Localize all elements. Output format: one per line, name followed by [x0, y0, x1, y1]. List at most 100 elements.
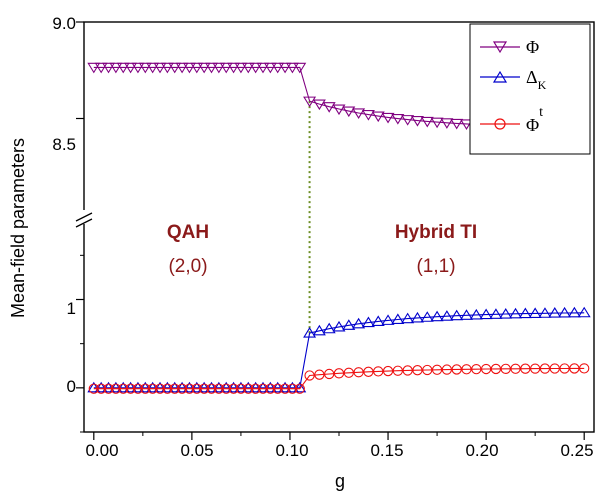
- data-point-phi: [249, 62, 263, 74]
- data-point-phi: [332, 104, 346, 116]
- data-point-phi: [102, 62, 115, 74]
- legend-label-delta-base: Δ: [526, 67, 538, 87]
- data-point-phi-t: [265, 383, 276, 394]
- data-point-phi-t: [353, 367, 364, 378]
- data-point-phi-t: [235, 383, 247, 394]
- data-point-phi-t: [373, 366, 384, 377]
- data-point-phi-t: [184, 383, 195, 394]
- data-point-phi-t: [125, 383, 136, 394]
- data-point-phi-t: [147, 383, 158, 394]
- data-point-phi-t: [176, 383, 188, 394]
- data-point-phi: [160, 62, 174, 74]
- data-point-delta-k: [499, 307, 513, 319]
- data-point-phi-t: [539, 363, 551, 374]
- data-point-delta-k: [322, 322, 336, 334]
- legend-label-delta-k: ΔK: [526, 67, 547, 92]
- data-point-phi-t: [221, 383, 232, 394]
- data-point-phi: [131, 62, 145, 74]
- legend-marker-phi: [492, 41, 508, 54]
- data-point-phi: [227, 62, 241, 74]
- data-point-phi-t: [250, 383, 261, 394]
- data-point-phi-t: [520, 363, 531, 374]
- legend-label-phi-t-base: Φ: [526, 115, 539, 135]
- data-point-phi: [430, 117, 444, 129]
- data-point-phi: [124, 62, 138, 74]
- data-point-phi-t: [441, 364, 453, 375]
- data-point-phi-t: [549, 363, 560, 374]
- axis-break: [75, 210, 93, 228]
- data-point-phi: [219, 62, 233, 74]
- y-tick-label: 0: [67, 377, 76, 396]
- data-point-phi: [116, 62, 130, 74]
- x-tick-label: 0.15: [370, 441, 403, 460]
- y-tick-label: 9.0: [52, 14, 76, 33]
- data-point-delta-k: [450, 309, 464, 321]
- data-point-phi-t: [191, 383, 202, 394]
- data-point-phi-t: [490, 363, 502, 375]
- axis-ticks: [76, 21, 585, 440]
- data-point-phi-t: [272, 383, 283, 394]
- series-line-delta-k: [93, 312, 585, 389]
- data-point-phi: [293, 62, 307, 74]
- data-point-phi: [381, 112, 395, 124]
- data-point-delta-k: [312, 324, 326, 336]
- x-tick-label: 0.05: [180, 441, 213, 460]
- data-point-phi-t: [422, 364, 433, 376]
- data-point-phi: [278, 62, 292, 74]
- data-point-phi: [153, 62, 167, 74]
- data-point-delta-k: [303, 327, 317, 338]
- data-point-delta-k: [538, 307, 552, 318]
- legend-label-delta-sub: K: [538, 78, 547, 92]
- data-point-phi-t: [103, 383, 114, 394]
- data-point-phi: [190, 62, 204, 74]
- region-label-qah: QAH: [167, 222, 209, 243]
- data-point-phi-t: [530, 363, 541, 374]
- data-point-phi-t: [213, 383, 225, 394]
- data-point-phi-t: [510, 363, 521, 374]
- series-line-phi-t: [93, 367, 585, 390]
- data-point-phi-t: [132, 383, 144, 394]
- data-point-delta-k: [342, 319, 356, 330]
- data-point-phi: [234, 62, 248, 74]
- legend-marker-phi-t: [494, 118, 506, 130]
- data-point-phi: [241, 62, 255, 74]
- data-point-phi: [138, 62, 152, 74]
- data-point-delta-k: [391, 313, 405, 325]
- data-point-phi-t: [162, 383, 173, 394]
- data-point-phi: [371, 111, 385, 123]
- data-point-phi: [212, 62, 226, 74]
- data-point-phi-t: [392, 365, 403, 376]
- data-point-phi-t: [294, 383, 305, 394]
- data-point-phi-t: [500, 363, 511, 374]
- data-point-delta-k: [567, 306, 581, 318]
- data-point-phi: [271, 62, 285, 74]
- data-point-delta-k: [410, 311, 424, 323]
- data-point-phi-t: [333, 368, 345, 379]
- legend-box: [469, 23, 591, 155]
- data-point-phi-t: [287, 383, 298, 394]
- data-point-phi: [303, 96, 317, 108]
- data-point-phi-t: [431, 364, 443, 375]
- data-point-phi-t: [451, 364, 462, 375]
- data-point-delta-k: [352, 317, 366, 329]
- data-point-phi-t: [363, 366, 374, 377]
- data-point-delta-k: [430, 310, 444, 322]
- data-point-phi: [205, 62, 218, 74]
- data-point-phi-t: [154, 383, 166, 394]
- x-tick-label: 0.25: [560, 441, 593, 460]
- data-point-phi-t: [343, 367, 354, 378]
- data-point-delta-k: [518, 307, 532, 319]
- data-point-delta-k: [479, 308, 493, 320]
- data-point-phi: [175, 62, 189, 74]
- data-point-delta-k: [469, 308, 483, 320]
- data-point-delta-k: [420, 311, 434, 322]
- y-axis-title: Mean-field parameters: [8, 138, 28, 318]
- data-point-phi: [342, 106, 356, 118]
- data-point-phi: [440, 118, 454, 129]
- data-point-phi-t: [471, 364, 482, 375]
- data-point-phi: [256, 62, 270, 74]
- legend-marker-delta-k: [492, 70, 508, 83]
- data-point-delta-k: [460, 309, 473, 320]
- data-point-phi: [263, 62, 277, 74]
